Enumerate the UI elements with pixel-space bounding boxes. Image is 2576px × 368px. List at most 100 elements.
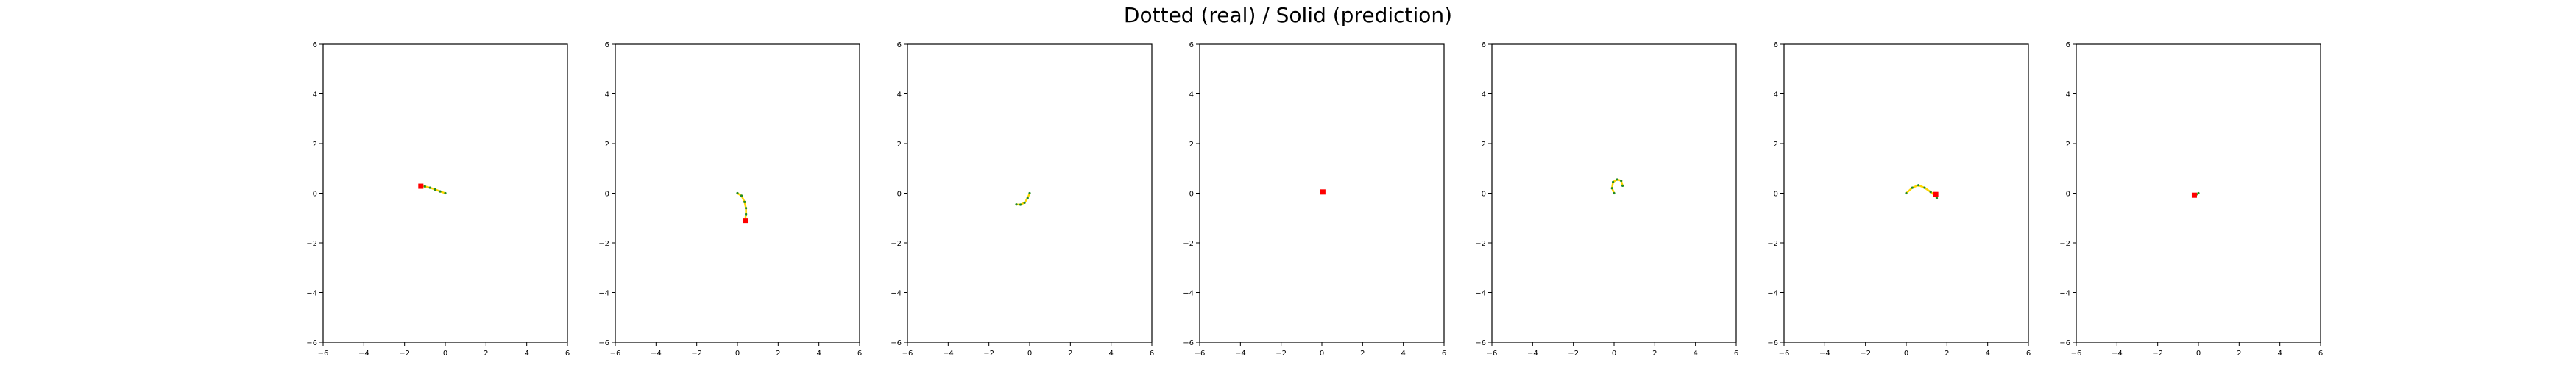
y-tick-label: 0 — [1482, 191, 1486, 199]
prediction-point — [1015, 203, 1018, 206]
x-tick-label: 0 — [1612, 350, 1616, 358]
y-tick-label: 4 — [2066, 91, 2070, 99]
x-tick-label: −6 — [2071, 350, 2082, 358]
x-tick-label: −6 — [1779, 350, 1790, 358]
x-tick-label: 4 — [1985, 350, 1989, 358]
y-tick-label: −4 — [1475, 290, 1486, 298]
y-tick-label: −2 — [598, 240, 609, 248]
x-tick-label: 4 — [1693, 350, 1697, 358]
x-tick-label: 4 — [816, 350, 821, 358]
x-tick-label: 0 — [443, 350, 447, 358]
x-tick-label: −6 — [902, 350, 913, 358]
x-tick-label: 0 — [1027, 350, 1032, 358]
x-tick-label: −6 — [318, 350, 329, 358]
x-tick-label: −4 — [651, 350, 662, 358]
y-tick-label: 6 — [897, 41, 902, 49]
figure-title: Dotted (real) / Solid (prediction) — [1124, 3, 1452, 27]
x-tick-label: −2 — [399, 350, 410, 358]
y-tick-label: 4 — [1482, 91, 1486, 99]
end-marker — [1933, 191, 1939, 197]
y-tick-label: 0 — [1189, 191, 1194, 199]
prediction-point — [1613, 191, 1616, 195]
y-tick-label: −4 — [1183, 290, 1194, 298]
x-tick-label: 6 — [2026, 350, 2031, 358]
y-tick-label: 2 — [313, 141, 317, 149]
x-tick-label: −2 — [691, 350, 702, 358]
x-tick-label: 0 — [735, 350, 740, 358]
subplot-6: −6 −4 −2 0 2 4 6 −6 −4 −2 0 2 4 6 — [1767, 41, 2031, 358]
y-tick-label: −6 — [1183, 339, 1194, 347]
prediction-point — [1028, 191, 1031, 195]
x-tick-label: −4 — [358, 350, 369, 358]
prediction-point — [428, 186, 431, 189]
y-tick-label: 0 — [2066, 191, 2070, 199]
x-tick-label: 2 — [1652, 350, 1657, 358]
prediction-point — [1929, 191, 1932, 194]
y-tick-label: −6 — [306, 339, 317, 347]
y-tick-label: 6 — [2066, 41, 2070, 49]
x-tick-label: 6 — [2318, 350, 2323, 358]
y-tick-label: −2 — [306, 240, 317, 248]
y-tick-label: 6 — [605, 41, 609, 49]
prediction-point — [1612, 180, 1615, 183]
x-tick-label: −4 — [2112, 350, 2123, 358]
y-tick-label: −4 — [1767, 290, 1778, 298]
prediction-point — [1620, 180, 1623, 183]
x-tick-label: −2 — [1275, 350, 1287, 358]
x-tick-label: 2 — [776, 350, 780, 358]
x-tick-label: −6 — [1487, 350, 1498, 358]
x-tick-label: 6 — [1150, 350, 1154, 358]
prediction-point — [1621, 184, 1624, 187]
y-tick-label: 4 — [1774, 91, 1778, 99]
prediction-point — [423, 185, 426, 188]
x-tick-label: 2 — [1068, 350, 1072, 358]
prediction-point — [745, 213, 748, 216]
y-tick-label: 6 — [1774, 41, 1778, 49]
x-tick-label: −2 — [1568, 350, 1579, 358]
x-tick-label: −2 — [1860, 350, 1871, 358]
y-tick-label: −2 — [1767, 240, 1778, 248]
prediction-point — [444, 191, 447, 195]
prediction-point — [439, 190, 442, 193]
prediction-point — [736, 191, 739, 195]
x-tick-label: 6 — [565, 350, 570, 358]
prediction-point — [1935, 197, 1939, 199]
x-tick-label: 2 — [1945, 350, 1949, 358]
subplot-1: −6 −4 −2 0 2 4 6 −6 −4 −2 0 2 4 6 — [306, 41, 570, 358]
subplot-3: −6 −4 −2 0 2 4 6 −6 −4 −2 0 2 4 6 — [891, 41, 1154, 358]
y-tick-label: −4 — [2059, 290, 2070, 298]
y-tick-label: −6 — [598, 339, 609, 347]
y-tick-label: 2 — [1774, 141, 1778, 149]
x-tick-label: −2 — [2152, 350, 2163, 358]
y-tick-label: 6 — [1482, 41, 1486, 49]
y-tick-label: −2 — [891, 240, 902, 248]
prediction-point — [1911, 186, 1914, 189]
y-tick-label: −4 — [891, 290, 902, 298]
x-tick-label: 6 — [1442, 350, 1446, 358]
y-tick-label: 4 — [313, 91, 317, 99]
x-tick-label: −4 — [943, 350, 954, 358]
x-tick-label: 4 — [1401, 350, 1405, 358]
subplot-7: −6 −4 −2 0 2 4 6 −6 −4 −2 0 2 4 6 — [2059, 41, 2323, 358]
y-tick-label: −6 — [1475, 339, 1486, 347]
x-tick-label: 0 — [2196, 350, 2201, 358]
prediction-point — [743, 200, 746, 203]
y-tick-label: 0 — [313, 191, 317, 199]
x-tick-label: 2 — [1360, 350, 1365, 358]
y-tick-label: 0 — [897, 191, 902, 199]
prediction-point — [1610, 187, 1613, 190]
y-tick-label: 6 — [313, 41, 317, 49]
x-tick-label: 4 — [1108, 350, 1113, 358]
prediction-point — [1019, 203, 1022, 206]
y-tick-label: 0 — [1774, 191, 1778, 199]
y-tick-label: 4 — [1189, 91, 1194, 99]
y-tick-label: −2 — [1183, 240, 1194, 248]
x-tick-label: 2 — [2237, 350, 2241, 358]
x-tick-label: −2 — [983, 350, 994, 358]
x-tick-label: 0 — [1904, 350, 1908, 358]
end-marker — [418, 183, 424, 189]
x-tick-label: −6 — [610, 350, 621, 358]
y-tick-label: 6 — [1189, 41, 1194, 49]
y-tick-label: −4 — [306, 290, 317, 298]
